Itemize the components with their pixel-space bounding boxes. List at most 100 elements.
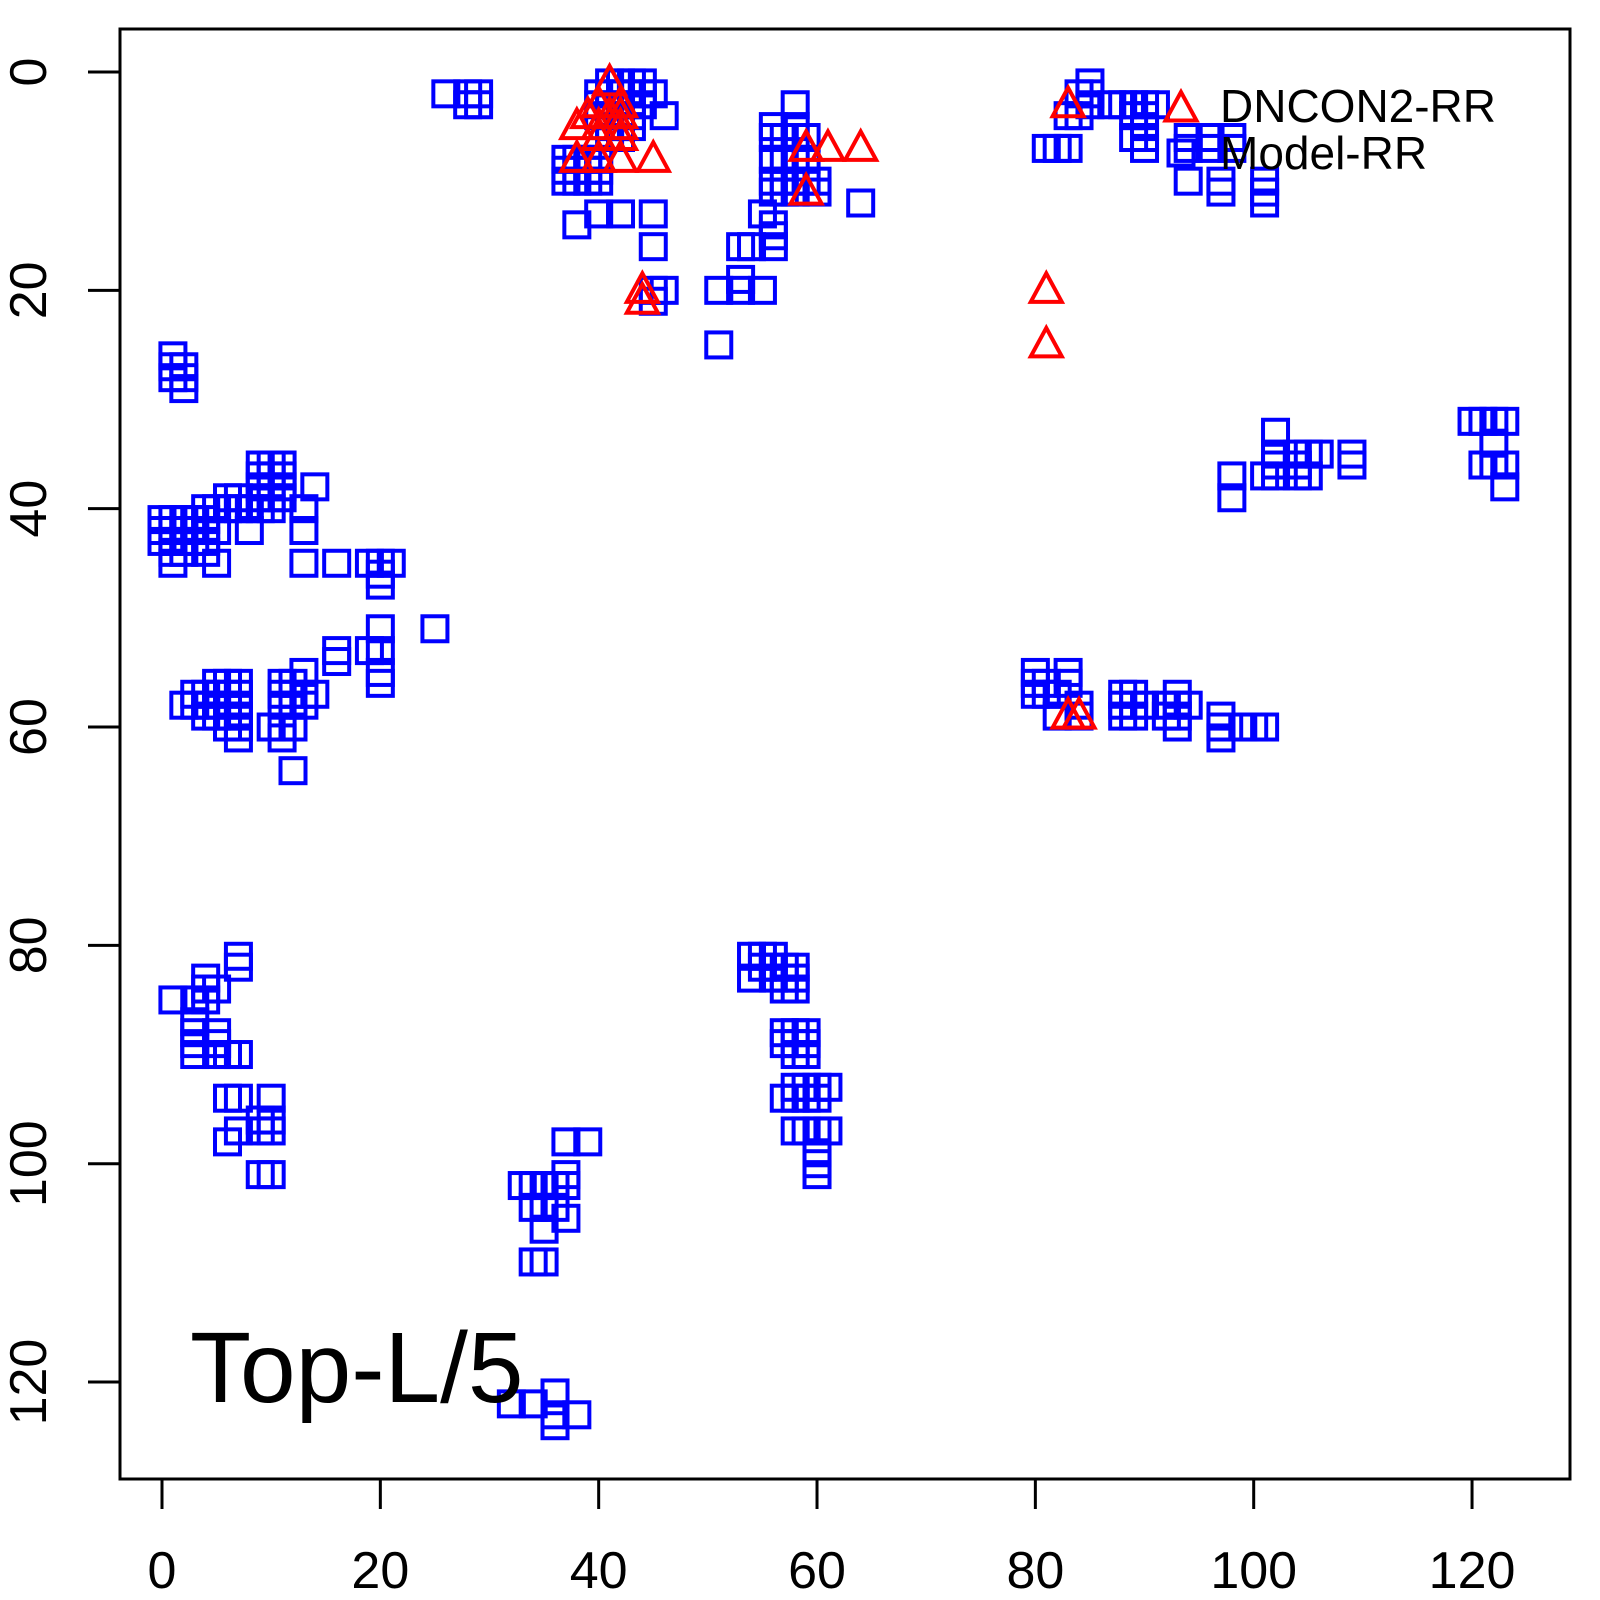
model-rr-point bbox=[322, 548, 352, 578]
y-axis-tick-label: 20 bbox=[0, 261, 58, 319]
dncon2-rr-point bbox=[590, 61, 629, 97]
model-rr-point bbox=[1217, 483, 1247, 513]
dncon2-rr-point bbox=[601, 94, 640, 130]
model-rr-point bbox=[365, 636, 395, 666]
dncon2-rr-point bbox=[809, 127, 847, 162]
model-rr-point bbox=[213, 1127, 243, 1157]
model-rr-point bbox=[747, 275, 777, 305]
x-axis-tick-label: 80 bbox=[1006, 1542, 1064, 1600]
model-rr-point bbox=[737, 232, 767, 262]
dncon2-rr-point bbox=[1027, 269, 1066, 304]
model-rr-point bbox=[289, 516, 319, 546]
model-rr-point bbox=[846, 188, 876, 218]
model-rr-point bbox=[1250, 461, 1280, 491]
model-rr-point bbox=[1490, 472, 1520, 502]
dncon2-rr-point bbox=[787, 170, 825, 206]
dncon2-rr-point bbox=[557, 105, 596, 141]
model-rr-point bbox=[1250, 712, 1280, 742]
model-rr-point bbox=[496, 1389, 526, 1419]
legend-label-dncon2: DNCON2-RR bbox=[1220, 79, 1496, 132]
y-axis-tick-label: 100 bbox=[0, 1120, 58, 1207]
triangle-icon bbox=[1162, 87, 1200, 122]
model-rr-point bbox=[1173, 166, 1203, 196]
model-rr-point bbox=[638, 232, 668, 262]
model-rr-point bbox=[529, 1214, 559, 1244]
y-axis-tick-label: 120 bbox=[0, 1339, 58, 1426]
model-rr-point bbox=[529, 1247, 559, 1277]
dncon2-rr-point bbox=[601, 105, 640, 141]
model-rr-point bbox=[278, 756, 308, 786]
model-rr-point bbox=[1206, 177, 1236, 207]
model-rr-point bbox=[256, 494, 286, 524]
model-rr-point bbox=[606, 199, 636, 229]
model-rr-point bbox=[223, 952, 253, 982]
dncon2-rr-point bbox=[579, 138, 618, 173]
model-rr-point bbox=[584, 166, 614, 196]
model-rr-point bbox=[223, 1083, 253, 1113]
model-rr-point bbox=[256, 1160, 286, 1190]
x-axis-tick-label: 60 bbox=[788, 1542, 846, 1600]
plot-annotation-top-l5: Top-L/5 bbox=[190, 1312, 524, 1424]
dncon2-rr-point bbox=[601, 138, 640, 173]
legend-item-model: Model-RR bbox=[1160, 127, 1496, 179]
plot-frame bbox=[118, 27, 1572, 1481]
model-rr-point bbox=[704, 275, 734, 305]
dncon2-rr-point bbox=[1049, 83, 1087, 119]
model-rr-point bbox=[464, 90, 494, 120]
dncon2-rr-point bbox=[634, 138, 673, 173]
square-icon bbox=[1166, 138, 1196, 167]
model-rr-point bbox=[223, 723, 253, 753]
model-rr-point bbox=[202, 548, 232, 578]
model-rr-point bbox=[322, 647, 352, 677]
x-axis-tick-label: 100 bbox=[1210, 1542, 1297, 1600]
dncon2-rr-point bbox=[579, 116, 618, 152]
model-rr-point bbox=[1217, 133, 1247, 163]
model-rr-point bbox=[1261, 417, 1291, 447]
model-rr-point bbox=[802, 1160, 832, 1190]
model-rr-point bbox=[551, 1127, 581, 1157]
dncon2-rr-point bbox=[787, 127, 825, 162]
y-axis-tick-label: 40 bbox=[0, 480, 58, 538]
model-rr-point bbox=[158, 548, 188, 578]
dncon2-rr-point bbox=[1060, 694, 1098, 730]
model-rr-point bbox=[638, 199, 668, 229]
model-rr-point bbox=[540, 1411, 570, 1441]
x-axis-tick-label: 40 bbox=[570, 1542, 628, 1600]
x-axis-tick-label: 0 bbox=[148, 1542, 177, 1600]
y-axis-tick-label: 0 bbox=[0, 58, 58, 87]
model-rr-point bbox=[1337, 450, 1367, 480]
dncon2-rr-point bbox=[623, 280, 662, 315]
dncon2-rr-point bbox=[601, 116, 640, 152]
dncon2-rr-point bbox=[557, 138, 596, 173]
model-rr-point bbox=[758, 232, 788, 262]
legend-item-dncon2: DNCON2-RR bbox=[1160, 80, 1496, 132]
model-rr-point bbox=[289, 548, 319, 578]
dncon2-rr-point bbox=[841, 127, 880, 162]
model-rr-point bbox=[267, 723, 297, 753]
model-rr-point bbox=[1119, 701, 1149, 731]
model-rr-point bbox=[562, 210, 592, 240]
model-rr-point bbox=[649, 101, 679, 131]
model-rr-point bbox=[365, 668, 395, 698]
model-rr-point bbox=[158, 985, 188, 1015]
model-rr-point bbox=[223, 1040, 253, 1070]
model-rr-point bbox=[573, 1127, 603, 1157]
y-axis-tick-label: 60 bbox=[0, 698, 58, 756]
model-rr-point bbox=[726, 275, 756, 305]
model-rr-point bbox=[780, 974, 810, 1004]
model-rr-point bbox=[791, 1040, 821, 1070]
dncon2-rr-point bbox=[1027, 323, 1066, 359]
model-rr-point bbox=[1490, 450, 1520, 480]
model-rr-point bbox=[540, 1378, 570, 1408]
model-rr-point bbox=[802, 1083, 832, 1113]
legend-label-model: Model-RR bbox=[1220, 126, 1428, 179]
x-axis-tick-label: 120 bbox=[1429, 1542, 1516, 1600]
model-rr-point bbox=[169, 374, 199, 404]
model-rr-point bbox=[289, 494, 319, 524]
model-rr-point bbox=[1130, 133, 1160, 163]
model-rr-point bbox=[1162, 712, 1192, 742]
model-rr-point bbox=[1053, 133, 1083, 163]
model-rr-point bbox=[234, 494, 264, 524]
model-rr-point bbox=[704, 330, 734, 360]
model-rr-point bbox=[365, 570, 395, 600]
